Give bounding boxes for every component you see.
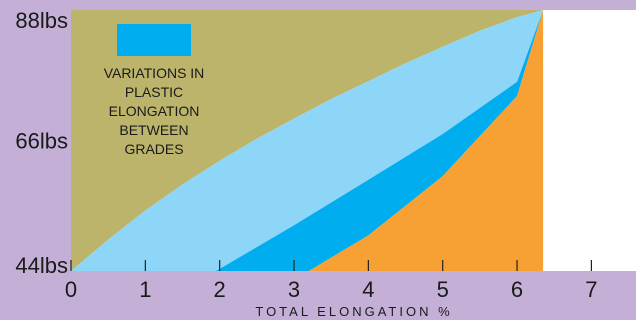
- x-tick-label: 3: [288, 277, 300, 302]
- region-orange: [308, 10, 544, 271]
- region-stiff: [71, 10, 544, 271]
- legend-line: GRADES: [124, 141, 183, 157]
- region-light-blue: [71, 10, 544, 271]
- legend-line: BETWEEN: [119, 122, 188, 138]
- y-tick-label: 88lbs: [15, 8, 68, 33]
- x-tick-label: 6: [511, 277, 523, 302]
- chart-ticks: [70, 260, 592, 271]
- x-axis-title: TOTAL ELONGATION %: [255, 304, 452, 319]
- region-variation: [216, 10, 544, 271]
- legend-swatch: [117, 24, 191, 56]
- chart-regions: [71, 10, 544, 271]
- legend-line: PLASTIC: [125, 84, 183, 100]
- x-tick-label: 1: [139, 277, 151, 302]
- y-tick-label: 66lbs: [15, 129, 68, 154]
- y-axis-labels: 44lbs 66lbs 88lbs: [15, 8, 68, 278]
- x-tick-label: 0: [65, 277, 77, 302]
- x-tick-label: 5: [437, 277, 449, 302]
- legend: VARIATIONS IN PLASTIC ELONGATION BETWEEN…: [104, 24, 205, 157]
- x-tick-label: 4: [362, 277, 374, 302]
- legend-line: ELONGATION: [109, 103, 200, 119]
- legend-line: VARIATIONS IN: [104, 65, 205, 81]
- x-tick-label: 2: [214, 277, 226, 302]
- x-axis-labels: 0 1 2 3 4 5 6 7: [65, 277, 598, 302]
- x-tick-label: 7: [585, 277, 597, 302]
- y-tick-label: 44lbs: [15, 253, 68, 278]
